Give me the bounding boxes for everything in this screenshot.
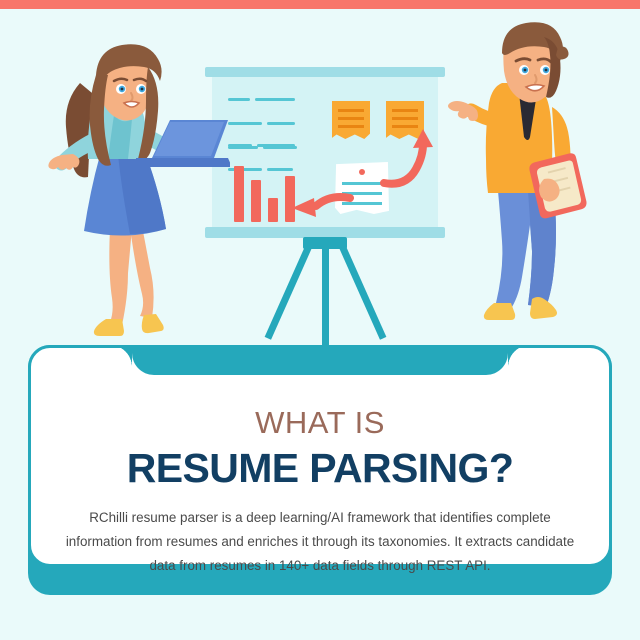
laptop-icon: [136, 120, 230, 167]
board-face: [212, 77, 438, 227]
character-man-presenter: [448, 22, 587, 320]
document-dot: [359, 169, 365, 175]
bar-4: [285, 176, 295, 222]
character-woman-presenter: [48, 44, 190, 336]
presentation-whiteboard: [205, 67, 445, 345]
sticky-note-group: [332, 101, 424, 139]
easel-leg-right: [339, 245, 387, 340]
top-accent-strip: [0, 0, 640, 9]
info-card: [28, 345, 612, 567]
board-top-rail: [205, 67, 445, 77]
board-text-block-top: [228, 91, 297, 163]
easel-hub: [303, 237, 347, 249]
board-text-block-bottom: [228, 137, 295, 185]
sticky-note-1: [332, 101, 370, 139]
resume-document-icon: [335, 162, 389, 214]
board-bar-chart: [234, 166, 295, 222]
bar-2: [251, 180, 261, 222]
arrow-curve-up-right-icon: [380, 129, 433, 188]
easel-leg-center: [322, 247, 329, 345]
card-headline: RESUME PARSING?: [126, 445, 514, 491]
card-top-tab: [132, 345, 508, 375]
easel-leg-left: [264, 245, 312, 340]
card-body-text: RChilli resume parser is a deep learning…: [65, 510, 575, 573]
info-card-content: WHAT IS RESUME PARSING? RChilli resume p…: [28, 345, 612, 573]
bar-3: [268, 198, 278, 222]
illustration-scene: [0, 9, 640, 359]
board-bottom-rail: [205, 227, 445, 238]
arrow-curve-left-icon: [292, 193, 354, 217]
sticky-note-2: [386, 101, 424, 139]
bar-1: [234, 166, 244, 222]
card-eyebrow: WHAT IS: [255, 405, 385, 440]
